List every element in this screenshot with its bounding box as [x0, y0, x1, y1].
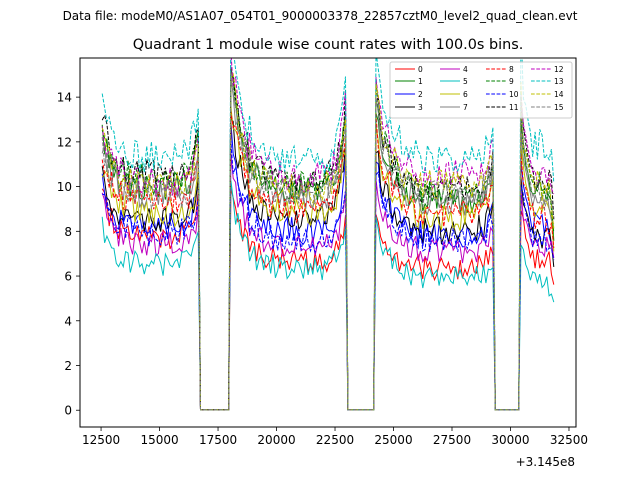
y-tick-label: 14 [57, 91, 72, 105]
y-tick-label: 0 [64, 404, 72, 418]
axes-frame [79, 57, 577, 428]
series-line-10 [102, 140, 555, 411]
legend-label-6: 6 [463, 90, 468, 99]
series-line-8 [101, 111, 555, 411]
legend-label-0: 0 [418, 65, 423, 74]
series-line-6 [101, 106, 555, 411]
legend-label-7: 7 [463, 103, 468, 112]
plot-area [79, 57, 577, 428]
x-tick-label: 20000 [257, 433, 295, 447]
series-line-0 [101, 188, 555, 411]
series-line-5 [101, 180, 555, 411]
y-tick-label: 2 [64, 359, 72, 373]
legend-frame [389, 61, 573, 119]
legend-label-14: 14 [554, 90, 564, 99]
legend-label-2: 2 [418, 90, 423, 99]
legend-label-13: 13 [554, 77, 564, 86]
y-tick-label: 6 [64, 270, 72, 284]
chart-title: Quadrant 1 module wise count rates with … [133, 37, 524, 53]
legend-label-8: 8 [509, 65, 514, 74]
x-tick-label: 15000 [140, 433, 178, 447]
x-tick-label: 25000 [374, 433, 412, 447]
figure-suptitle: Data file: modeM0/AS1A07_054T01_90000033… [63, 9, 578, 23]
x-tick-label: 12500 [82, 433, 120, 447]
x-tick-label: 17500 [199, 433, 237, 447]
legend-label-9: 9 [509, 77, 514, 86]
legend-label-10: 10 [509, 90, 519, 99]
series-line-2 [101, 121, 555, 411]
y-tick-label: 12 [57, 135, 72, 149]
x-tick-label: 22500 [316, 433, 354, 447]
x-tick-label: 32500 [550, 433, 588, 447]
legend-label-1: 1 [418, 77, 423, 86]
y-axis: 0 2 4 6 8 10 12 14 [57, 91, 80, 418]
series-line-11 [101, 69, 555, 411]
legend-label-15: 15 [554, 103, 564, 112]
x-axis: 12500 15000 17500 20000 22500 25000 27500 30000… [82, 427, 588, 447]
legend-label-4: 4 [463, 65, 468, 74]
series-line-15 [101, 71, 555, 411]
x-tick-label: 27500 [433, 433, 471, 447]
y-tick-label: 10 [57, 180, 72, 194]
x-offset-label: +3.145e8 [516, 455, 575, 469]
legend-label-5: 5 [463, 77, 468, 86]
y-tick-label: 8 [64, 225, 72, 239]
legend-label-3: 3 [418, 103, 423, 112]
y-tick-label: 4 [64, 314, 72, 328]
x-tick-label: 30000 [491, 433, 529, 447]
series-line-14 [101, 72, 555, 411]
legend-label-12: 12 [554, 65, 564, 74]
series-layer [101, 58, 555, 411]
series-line-4 [101, 154, 555, 411]
series-line-13 [101, 58, 555, 411]
legend-label-11: 11 [509, 103, 519, 112]
